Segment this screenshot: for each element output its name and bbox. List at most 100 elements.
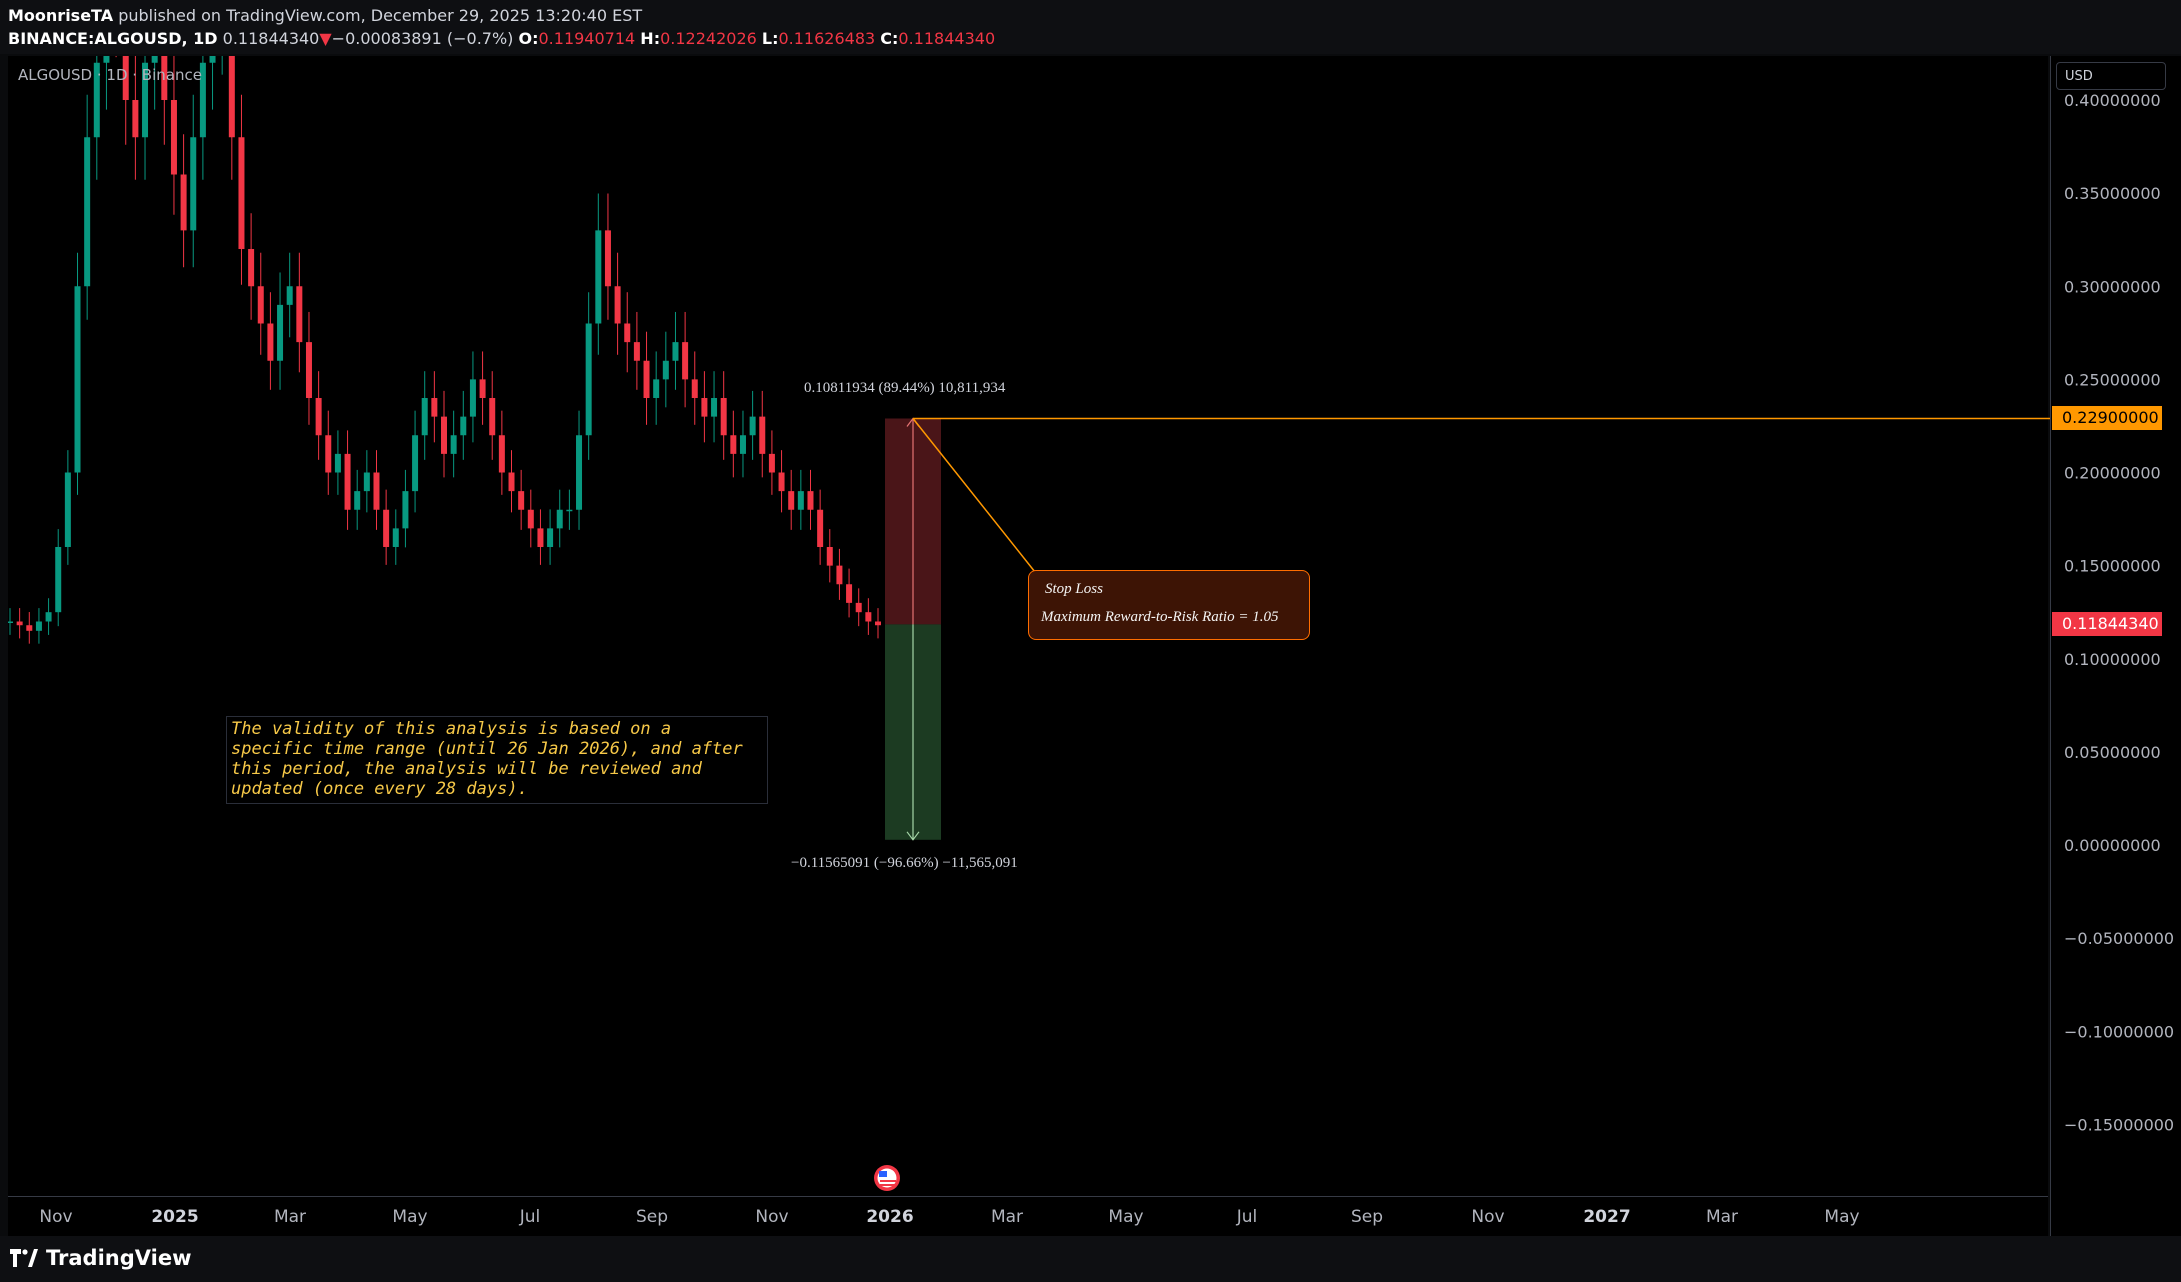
- symbol-full: BINANCE:ALGOUSD, 1D: [8, 29, 218, 48]
- candle-body: [460, 416, 467, 436]
- chart-symbol-label: ALGOUSD · 1D · Binance: [18, 66, 202, 84]
- high-label: H:: [640, 29, 661, 48]
- candle-body: [55, 547, 62, 613]
- x-tick-label: May: [392, 1207, 427, 1227]
- candle-body: [354, 491, 361, 510]
- candle-body: [730, 435, 737, 454]
- candle-body: [392, 528, 399, 547]
- low-value: 0.11626483: [778, 29, 876, 48]
- candle-body: [64, 472, 71, 547]
- reward-arrow-head: [906, 831, 920, 841]
- candle-body: [199, 62, 206, 138]
- y-tick-label: 0.05000000: [2064, 743, 2161, 762]
- candle-body: [527, 509, 534, 529]
- candle-body: [441, 416, 447, 454]
- y-tick-label: 0.35000000: [2064, 184, 2161, 203]
- candle-body: [720, 398, 727, 436]
- price-axis[interactable]: [2050, 56, 2181, 1236]
- tradingview-brand[interactable]: TradingView: [10, 1246, 191, 1270]
- candle-body: [315, 398, 322, 436]
- y-tick-label: −0.15000000: [2064, 1115, 2174, 1134]
- candle-body: [161, 56, 168, 100]
- callout-pointer: [912, 418, 1036, 573]
- stop-loss-callout[interactable]: Stop Loss Maximum Reward-to-Risk Ratio =…: [1028, 570, 1310, 640]
- last-price: 0.11844340: [222, 29, 320, 48]
- candle-body: [797, 491, 804, 510]
- candle-body: [286, 286, 293, 305]
- x-tick-label: Nov: [755, 1207, 788, 1227]
- close-value: 0.11844340: [898, 29, 996, 48]
- x-tick-label: 2026: [866, 1207, 913, 1227]
- candle-body: [296, 286, 303, 343]
- candle-body: [547, 528, 554, 547]
- candle-body: [489, 398, 496, 436]
- candle-body: [875, 621, 881, 626]
- x-tick-label: Jul: [1236, 1207, 1258, 1227]
- candle-body: [248, 249, 255, 287]
- candle-body: [691, 379, 698, 398]
- y-tick-label: 0.30000000: [2064, 277, 2161, 296]
- brand-name: TradingView: [46, 1246, 192, 1270]
- candle-body: [35, 621, 42, 631]
- time-axis[interactable]: [8, 1196, 2048, 1237]
- candle-body: [209, 56, 216, 63]
- currency-selector[interactable]: USD: [2056, 62, 2166, 90]
- y-tick-label: 0.00000000: [2064, 836, 2161, 855]
- candle-body: [778, 472, 785, 492]
- candle-body: [749, 416, 756, 436]
- author-name[interactable]: MoonriseTA: [8, 6, 114, 25]
- publish-header: MoonriseTA published on TradingView.com,…: [0, 0, 2181, 54]
- tradingview-logo-icon: [10, 1249, 38, 1267]
- x-tick-label: 2025: [151, 1207, 198, 1227]
- x-tick-label: 2027: [1583, 1207, 1630, 1227]
- candle-body: [151, 56, 158, 63]
- candle-body: [190, 137, 197, 231]
- high-value: 0.12242026: [660, 29, 757, 48]
- candle-body: [537, 528, 544, 547]
- low-label: L:: [761, 29, 779, 48]
- y-tick-label: 0.20000000: [2064, 464, 2161, 483]
- y-tick-label: 0.15000000: [2064, 557, 2161, 576]
- candle-body: [711, 398, 718, 417]
- y-tick-label: −0.05000000: [2064, 929, 2174, 948]
- ohlc-line: BINANCE:ALGOUSD, 1D 0.11844340▼−0.000838…: [8, 29, 995, 48]
- candle-body: [836, 565, 843, 585]
- candle-body: [142, 62, 149, 138]
- published-text: published on TradingView.com, December 2…: [113, 6, 643, 25]
- x-tick-label: Jul: [519, 1207, 541, 1227]
- open-label: O:: [518, 29, 539, 48]
- candle-body: [8, 621, 13, 623]
- y-tick-label: 0.10000000: [2064, 650, 2161, 669]
- candle-body: [84, 137, 91, 287]
- publish-info: MoonriseTA published on TradingView.com,…: [8, 6, 642, 25]
- candle-body: [383, 509, 390, 547]
- candle-body: [508, 472, 515, 492]
- candle-body: [855, 602, 862, 613]
- close-label: C:: [880, 29, 899, 48]
- candle-body: [450, 435, 457, 454]
- candle-body: [26, 625, 33, 631]
- measure-top-label: 0.10811934 (89.44%) 10,811,934: [804, 380, 1006, 396]
- candle-body: [595, 230, 602, 324]
- candle-body: [807, 491, 814, 510]
- open-value: 0.11940714: [538, 29, 636, 48]
- candle-body: [334, 453, 341, 473]
- candle-body: [604, 230, 611, 287]
- candle-body: [421, 398, 428, 436]
- candle-body: [566, 509, 573, 512]
- analysis-note[interactable]: The validity of this analysis is based o…: [226, 716, 768, 804]
- x-tick-label: Nov: [39, 1207, 72, 1227]
- candle-body: [267, 323, 274, 361]
- y-tick-label: −0.10000000: [2064, 1022, 2174, 1041]
- candle-body: [170, 100, 177, 175]
- candle-body: [180, 174, 187, 231]
- candle-body: [576, 435, 583, 510]
- price-change: −0.00083891 (−0.7%): [331, 29, 514, 48]
- candle-body: [373, 472, 380, 510]
- x-tick-label: May: [1108, 1207, 1143, 1227]
- x-tick-label: Sep: [636, 1207, 668, 1227]
- candle-body: [846, 584, 853, 603]
- x-tick-label: May: [1824, 1207, 1859, 1227]
- candle-body: [113, 0, 119, 7]
